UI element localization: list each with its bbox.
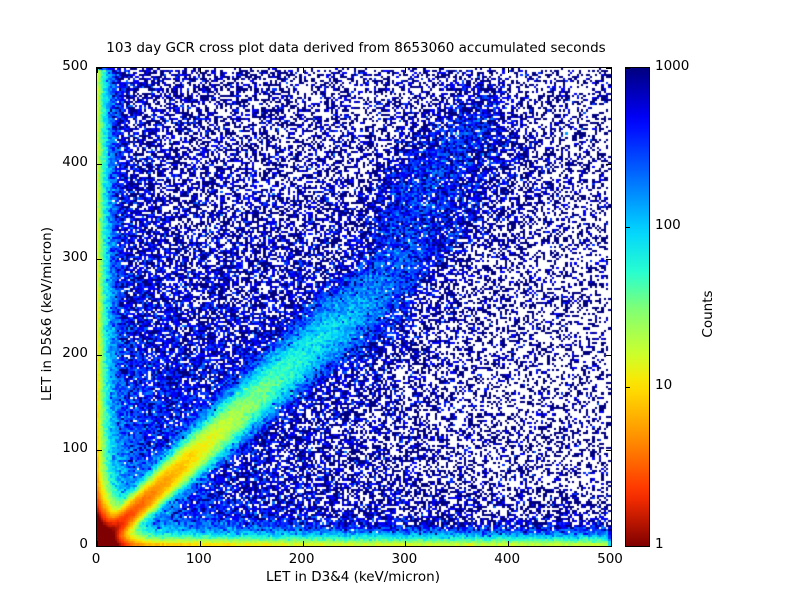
x-tick-label-0: 0 bbox=[91, 551, 101, 567]
y-tick-label-500: 500 bbox=[62, 58, 88, 74]
heatmap-scatter-canvas bbox=[97, 68, 611, 546]
y-tick-400 bbox=[606, 163, 611, 165]
x-tick-300 bbox=[405, 68, 407, 73]
x-tick-label-400: 400 bbox=[494, 551, 521, 567]
x-tick-200 bbox=[302, 68, 304, 73]
colorbar-tick-10 bbox=[625, 386, 630, 388]
x-tick-label-500: 500 bbox=[597, 551, 623, 567]
colorbar-tick-100 bbox=[625, 227, 630, 229]
colorbar-tick-label-10: 10 bbox=[655, 376, 673, 393]
colorbar-tick-label-1000: 1000 bbox=[655, 58, 690, 74]
x-tick-label-100: 100 bbox=[185, 551, 212, 567]
y-tick-100 bbox=[606, 450, 611, 452]
y-tick-100 bbox=[97, 450, 102, 452]
x-tick-400 bbox=[508, 68, 510, 73]
x-tick-label-200: 200 bbox=[288, 551, 315, 567]
y-tick-0 bbox=[606, 546, 611, 547]
colorbar-tick-label-1: 1 bbox=[655, 536, 664, 552]
y-tick-200 bbox=[606, 354, 611, 356]
y-tick-label-400: 400 bbox=[62, 153, 88, 170]
y-tick-300 bbox=[97, 259, 102, 261]
title-line-1: 103 day GCR cross plot data derived from… bbox=[106, 40, 606, 56]
colorbar-tick-label-100: 100 bbox=[655, 217, 681, 234]
x-tick-100 bbox=[199, 541, 201, 546]
y-tick-label-100: 100 bbox=[62, 440, 88, 457]
colorbar-gradient bbox=[626, 68, 649, 546]
x-axis-label: LET in D3&4 (keV/micron) bbox=[266, 569, 440, 585]
x-tick-0 bbox=[97, 68, 98, 73]
y-tick-500 bbox=[97, 68, 102, 69]
x-tick-500 bbox=[611, 68, 612, 73]
x-tick-label-300: 300 bbox=[391, 551, 418, 567]
colorbar-tick-1000 bbox=[625, 68, 630, 69]
y-tick-label-200: 200 bbox=[62, 344, 88, 361]
x-tick-300 bbox=[405, 541, 407, 546]
x-tick-100 bbox=[199, 68, 201, 73]
y-tick-400 bbox=[97, 163, 102, 165]
colorbar bbox=[625, 67, 650, 547]
y-tick-200 bbox=[97, 354, 102, 356]
colorbar-tick-1 bbox=[625, 546, 630, 547]
colorbar-label: Counts bbox=[700, 290, 716, 338]
x-tick-200 bbox=[302, 541, 304, 546]
x-tick-0 bbox=[97, 541, 98, 546]
y-tick-500 bbox=[606, 68, 611, 69]
y-tick-300 bbox=[606, 259, 611, 261]
y-axis-label: LET in D5&6 (keV/micron) bbox=[39, 227, 55, 401]
x-tick-500 bbox=[611, 541, 612, 546]
y-tick-0 bbox=[97, 546, 102, 547]
plot-area bbox=[96, 67, 612, 547]
x-tick-400 bbox=[508, 541, 510, 546]
y-tick-label-0: 0 bbox=[79, 536, 88, 552]
y-tick-label-300: 300 bbox=[62, 249, 88, 266]
